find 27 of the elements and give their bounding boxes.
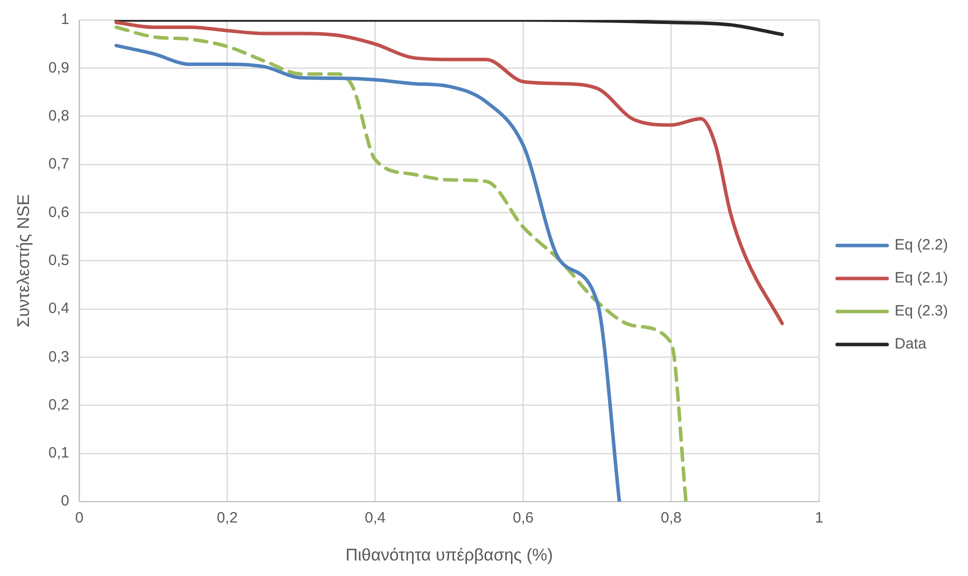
y-tick-label: 0,2 <box>48 396 70 414</box>
x-tick-label: 0,6 <box>512 510 534 527</box>
line-series <box>114 20 784 36</box>
y-tick-label: 0,1 <box>48 444 70 462</box>
x-axis-title: Πιθανότητα υπέρβασης (%) <box>345 545 553 564</box>
y-tick-label: 0,9 <box>48 59 70 76</box>
y-tick-label: 1 <box>60 11 70 28</box>
y-tick-label: 0,3 <box>48 348 70 366</box>
x-tick-label: 0,4 <box>364 510 386 527</box>
y-axis-title: Συντελεστής NSE <box>14 194 33 328</box>
legend-label: Eq (2.1) <box>894 270 948 287</box>
legend-label: Eq (2.3) <box>894 302 948 320</box>
line-series <box>114 44 622 502</box>
x-tick-label: 0,2 <box>216 510 238 527</box>
x-tick-label: 1 <box>814 510 824 527</box>
y-tick-label: 0,4 <box>48 300 70 318</box>
y-tick-label: 0,6 <box>48 204 70 221</box>
x-tick-label: 0,8 <box>660 510 682 527</box>
line-series <box>114 25 688 502</box>
y-tick-label: 0,8 <box>48 107 70 124</box>
legend-label: Data <box>894 336 927 353</box>
x-tick-label: 0 <box>75 510 84 527</box>
y-tick-label: 0 <box>60 492 70 510</box>
line-series <box>114 20 784 326</box>
legend-label: Eq (2.2) <box>894 236 948 254</box>
y-tick-label: 0,5 <box>48 252 70 269</box>
y-tick-label: 0,7 <box>48 156 70 173</box>
